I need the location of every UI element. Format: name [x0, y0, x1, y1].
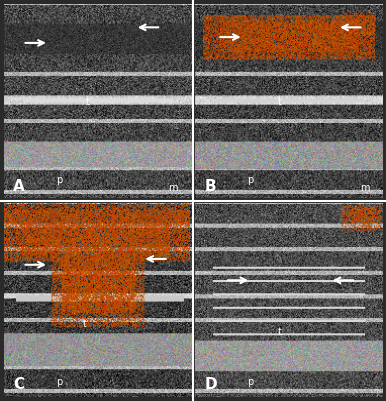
Text: t: t — [277, 97, 281, 107]
Text: t: t — [83, 319, 86, 329]
Text: p: p — [56, 377, 63, 387]
Text: C: C — [13, 377, 24, 392]
Text: t: t — [86, 97, 90, 107]
Text: m: m — [360, 183, 369, 193]
Text: p: p — [247, 175, 254, 185]
Text: p: p — [56, 175, 63, 185]
Text: D: D — [204, 377, 217, 392]
Text: B: B — [204, 179, 216, 194]
Text: A: A — [13, 179, 25, 194]
Text: m: m — [169, 183, 178, 193]
Text: p: p — [247, 377, 254, 387]
Text: t: t — [277, 327, 281, 337]
